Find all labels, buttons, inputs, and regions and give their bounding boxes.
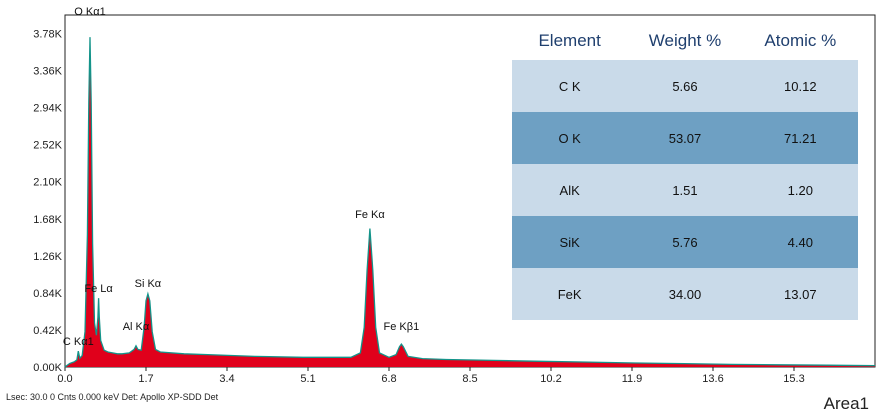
table-row: O K 53.07 71.21 <box>512 112 858 164</box>
cell-weight: 1.51 <box>672 182 698 198</box>
x-tick-label: 1.7 <box>138 373 153 385</box>
spectrum-fill <box>65 37 875 367</box>
x-tick-label: 3.4 <box>219 373 234 385</box>
table-row: FeK 34.00 13.07 <box>512 268 858 320</box>
y-axis: 0.00K 0.42K 0.84K 1.26K 1.68K 2.10K 2.52K 2.94K… <box>33 29 62 374</box>
peak-label: Fe Kα <box>355 209 385 221</box>
peak-label: O Kα1 <box>74 6 105 18</box>
x-tick-label: 10.2 <box>540 373 561 385</box>
cell-element: FeK <box>557 286 582 302</box>
y-tick-label: 0.00K <box>33 362 62 374</box>
x-tick-label: 5.1 <box>300 373 315 385</box>
cell-atomic: 4.40 <box>787 234 813 250</box>
table-row: C K 5.66 10.12 <box>512 60 858 112</box>
cell-weight: 53.07 <box>668 130 702 146</box>
y-tick-label: 0.84K <box>33 288 62 300</box>
y-tick-label: 2.10K <box>33 177 62 189</box>
table-header: Element Weight % Atomic % <box>512 22 858 60</box>
y-tick-label: 1.68K <box>33 214 62 226</box>
header-element: Element <box>538 31 601 50</box>
x-axis: 0.0 1.7 3.4 5.1 6.8 8.5 10.2 11.9 13.6 15.3 <box>57 367 805 385</box>
y-tick-label: 2.52K <box>33 140 62 152</box>
cell-weight: 34.00 <box>668 286 702 302</box>
cell-weight: 5.66 <box>672 78 698 94</box>
header-atomic: Atomic % <box>764 31 837 50</box>
cell-atomic: 1.20 <box>787 182 813 198</box>
x-tick-label: 11.9 <box>622 373 643 385</box>
cell-atomic: 10.12 <box>784 78 817 94</box>
y-tick-label: 3.36K <box>33 66 62 78</box>
x-tick-label: 13.6 <box>702 373 723 385</box>
x-tick-label: 8.5 <box>462 373 477 385</box>
x-tick-label: 15.3 <box>783 373 804 385</box>
cell-element: C K <box>558 78 581 94</box>
y-tick-label: 0.42K <box>33 325 62 337</box>
cell-element: AlK <box>559 182 580 198</box>
cell-element: O K <box>558 130 581 146</box>
peak-label: C Kα1 <box>63 336 94 348</box>
peak-label: Fe Kβ1 <box>384 321 420 333</box>
peak-label: Si Kα <box>135 278 162 290</box>
x-tick-label: 0.0 <box>57 373 72 385</box>
y-tick-label: 3.78K <box>33 29 62 41</box>
x-tick-label: 6.8 <box>381 373 396 385</box>
peak-label: Fe Lα <box>84 283 113 295</box>
spectrum-outline <box>64 37 876 368</box>
table-row: AlK 1.51 1.20 <box>512 164 858 216</box>
cell-atomic: 71.21 <box>784 130 817 146</box>
cell-element: SiK <box>559 234 580 250</box>
peak-labels: O Kα1 Fe Lα Si Kα Al Kα C Kα1 Fe Kα Fe Kβ1 <box>63 6 419 348</box>
table-row: SiK 5.76 4.40 <box>512 216 858 268</box>
cell-weight: 5.76 <box>672 234 698 250</box>
area-label: Area1 <box>823 394 869 413</box>
peak-label: Al Kα <box>123 321 150 333</box>
y-tick-label: 2.94K <box>33 103 62 115</box>
y-tick-label: 1.26K <box>33 251 62 263</box>
composition-table: Element Weight % Atomic % C K 5.66 10.12… <box>512 22 858 320</box>
acquisition-info: Lsec: 30.0 0 Cnts 0.000 keV Det: Apollo … <box>6 392 219 402</box>
header-weight: Weight % <box>648 31 722 50</box>
cell-atomic: 13.07 <box>784 286 817 302</box>
